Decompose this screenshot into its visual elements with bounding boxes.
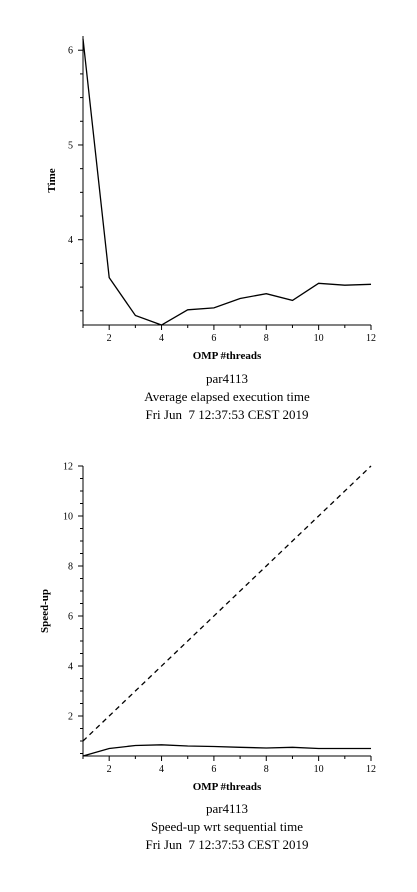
x-tick-label: 4 [159, 764, 164, 775]
y-tick-label: 10 [63, 512, 73, 523]
chart-2: 2 4 6 8 10 12 2 4 6 8 10 12 OMP #threads Speed-up par4… [39, 462, 376, 853]
x-tick-label: 4 [159, 333, 164, 344]
caption-line: par4113 [206, 801, 248, 816]
x-tick-label: 2 [107, 333, 112, 344]
x-tick-label: 2 [107, 764, 112, 775]
x-tick-label: 6 [211, 764, 216, 775]
series-line [82, 38, 372, 326]
series-line-ideal [82, 465, 372, 742]
caption-line: par4113 [206, 371, 248, 386]
y-axis-title: Time [46, 168, 58, 192]
y-tick-label: 8 [68, 562, 73, 573]
x-axis-title: OMP #threads [193, 350, 262, 362]
y-tick-label: 4 [68, 662, 73, 673]
y-tick-label: 6 [68, 46, 73, 57]
y-tick-label: 5 [68, 140, 73, 151]
x-tick-label: 10 [314, 764, 324, 775]
caption-line: Fri Jun 7 12:37:53 CEST 2019 [145, 407, 308, 422]
y-tick-label: 2 [68, 712, 73, 723]
caption-line: Fri Jun 7 12:37:53 CEST 2019 [145, 837, 308, 852]
y-tick-label: 4 [68, 235, 73, 246]
y-axis-title: Speed-up [39, 589, 51, 633]
caption-line: Average elapsed execution time [144, 389, 310, 404]
x-tick-label: 12 [366, 764, 376, 775]
caption-line: Speed-up wrt sequential time [151, 819, 303, 834]
chart-1: 2 4 6 8 10 12 4 5 6 OMP #threads Time par4113 Averag… [46, 36, 376, 422]
series-line [82, 744, 371, 757]
x-tick-label: 6 [211, 333, 216, 344]
x-axis-title: OMP #threads [193, 781, 262, 793]
x-tick-label: 10 [314, 333, 324, 344]
x-tick-label: 8 [264, 333, 269, 344]
y-tick-label: 12 [63, 462, 73, 473]
y-tick-label: 6 [68, 612, 73, 623]
x-tick-label: 12 [366, 333, 376, 344]
x-tick-label: 8 [264, 764, 269, 775]
